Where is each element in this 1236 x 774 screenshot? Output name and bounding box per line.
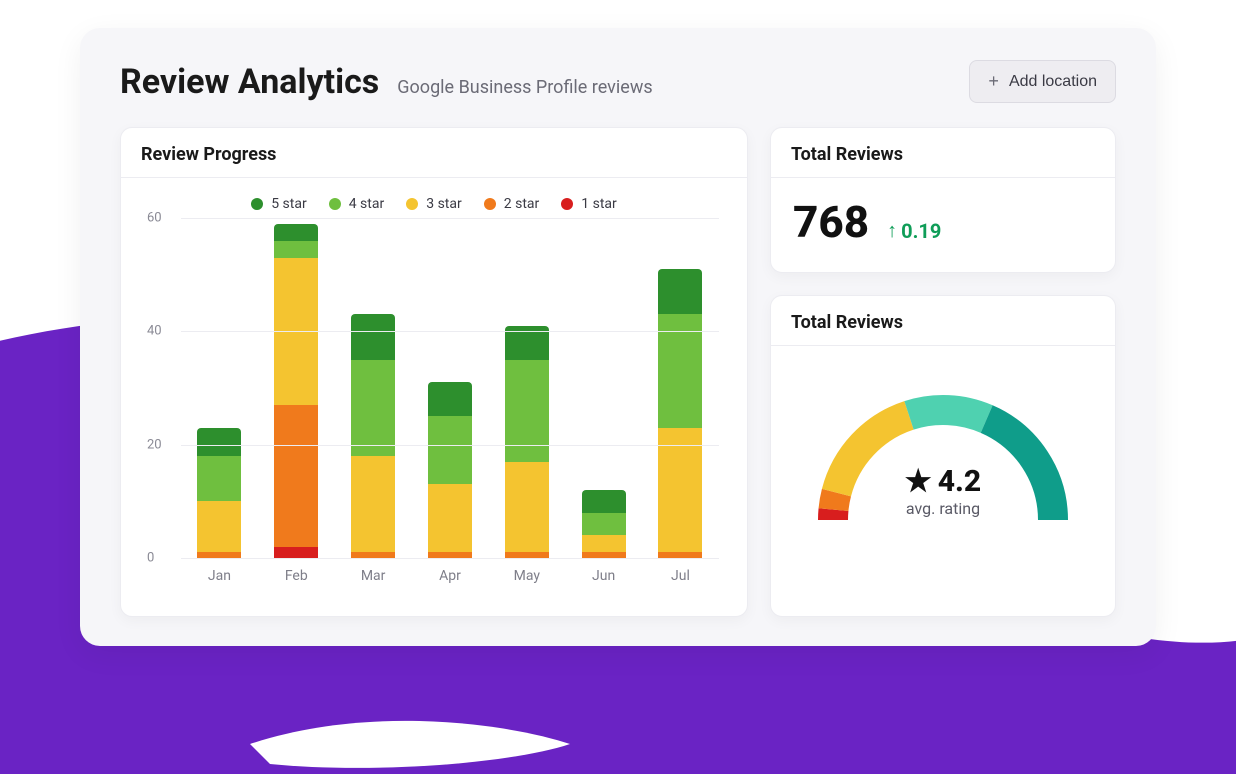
total-reviews-panel: Total Reviews 768 ↑0.19	[770, 127, 1116, 273]
legend-label: 4 star	[349, 196, 385, 212]
header-row: Review Analytics Google Business Profile…	[120, 60, 1116, 103]
bar-segment	[582, 513, 626, 536]
bar-column	[582, 490, 626, 558]
legend-label: 3 star	[426, 196, 462, 212]
y-axis-label: 40	[147, 324, 162, 339]
legend-label: 1 star	[581, 196, 617, 212]
legend-dot	[561, 198, 573, 210]
gauge-segment	[987, 419, 1053, 520]
add-location-button[interactable]: + Add location	[969, 60, 1116, 103]
plus-icon: +	[988, 71, 999, 92]
legend-dot	[406, 198, 418, 210]
bar-segment	[197, 428, 241, 456]
bar-segment	[274, 224, 318, 241]
bar-segment	[274, 405, 318, 547]
legend-dot	[251, 198, 263, 210]
legend-dot	[484, 198, 496, 210]
bar-segment	[351, 314, 395, 359]
legend-item: 1 star	[561, 196, 617, 212]
bar-segment	[505, 360, 549, 462]
legend-item: 2 star	[484, 196, 540, 212]
bar-segment	[351, 456, 395, 552]
bar-segment	[197, 501, 241, 552]
avg-rating-panel: Total Reviews ★ 4.2 avg. rating	[770, 295, 1116, 617]
y-axis-label: 20	[147, 437, 162, 452]
bar-segment	[658, 269, 702, 314]
bar-segment	[428, 484, 472, 552]
bar-segment	[505, 462, 549, 553]
gauge-segment	[909, 410, 987, 419]
analytics-card: Review Analytics Google Business Profile…	[80, 28, 1156, 646]
x-axis-label: Apr	[428, 568, 472, 584]
bar-segment	[351, 360, 395, 456]
avg-rating-value: 4.2	[938, 464, 982, 499]
chart-legend: 5 star 4 star 3 star 2 star 1 star	[141, 186, 727, 218]
chart-x-labels: Jan Feb Mar Apr May Jun Jul	[181, 568, 719, 584]
bar-segment	[274, 241, 318, 258]
total-reviews-value: 768	[793, 196, 869, 248]
legend-item: 3 star	[406, 196, 462, 212]
bar-segment	[582, 535, 626, 552]
legend-item: 5 star	[251, 196, 307, 212]
star-icon: ★	[905, 464, 932, 499]
total-reviews-title: Total Reviews	[771, 128, 1115, 178]
avg-rating-title: Total Reviews	[771, 296, 1115, 346]
x-axis-label: Jun	[582, 568, 626, 584]
legend-item: 4 star	[329, 196, 385, 212]
bar-segment	[197, 456, 241, 501]
legend-label: 5 star	[271, 196, 307, 212]
bar-segment	[428, 416, 472, 484]
gridline	[181, 445, 719, 446]
page-subtitle: Google Business Profile reviews	[397, 77, 652, 98]
x-axis-label: Mar	[351, 568, 395, 584]
review-progress-panel: Review Progress 5 star 4 star 3 star 2 star…	[120, 127, 748, 617]
bar-column	[505, 326, 549, 558]
bar-segment	[274, 547, 318, 558]
gridline	[181, 218, 719, 219]
y-axis-label: 60	[147, 211, 162, 226]
legend-dot	[329, 198, 341, 210]
page-title: Review Analytics	[120, 62, 379, 102]
arrow-up-icon: ↑	[887, 218, 897, 243]
gridline	[181, 331, 719, 332]
bar-column	[197, 428, 241, 558]
y-axis-label: 0	[147, 551, 154, 566]
gauge-segment	[833, 493, 836, 510]
legend-label: 2 star	[504, 196, 540, 212]
x-axis-label: Jan	[197, 568, 241, 584]
x-axis-label: Jul	[658, 568, 702, 584]
bar-segment	[582, 490, 626, 513]
bar-column	[351, 314, 395, 558]
x-axis-label: May	[505, 568, 549, 584]
review-progress-title: Review Progress	[121, 128, 747, 178]
chart-plot: 0204060	[181, 218, 719, 558]
bar-segment	[428, 382, 472, 416]
x-axis-label: Feb	[274, 568, 318, 584]
bar-segment	[658, 428, 702, 553]
bar-column	[428, 382, 472, 558]
bar-column	[274, 224, 318, 558]
gridline	[181, 558, 719, 559]
bar-column	[658, 269, 702, 558]
add-location-label: Add location	[1009, 73, 1097, 91]
gauge-segment	[836, 415, 909, 492]
total-reviews-delta: ↑0.19	[887, 218, 941, 243]
